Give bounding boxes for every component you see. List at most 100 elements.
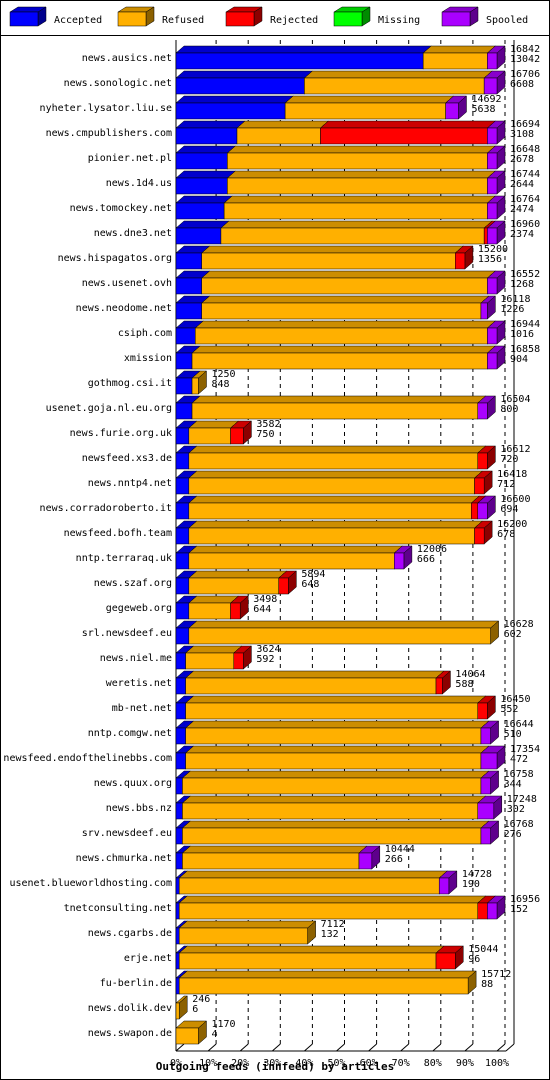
- bar-top-face: [184, 670, 445, 679]
- bar-segment: [175, 777, 183, 795]
- accepted-label: 552: [500, 704, 518, 715]
- accepted-label: 88: [481, 979, 493, 990]
- bar-segment: [175, 1002, 180, 1020]
- bar-segment: [175, 927, 180, 945]
- x-tick-label: 20%: [231, 1058, 249, 1069]
- bar-top-face: [178, 870, 448, 879]
- bar-segment: [227, 177, 488, 195]
- y-tick-label: mb-net.net: [112, 703, 172, 714]
- bar-segment: [487, 327, 498, 345]
- legend-label: Missing: [378, 15, 420, 26]
- y-tick-label: news.usenet.ovh: [82, 278, 172, 289]
- y-tick-label: news.furie.org.uk: [70, 428, 172, 439]
- bar-segment: [435, 677, 443, 695]
- bar-segment: [175, 302, 202, 320]
- accepted-label: 344: [504, 779, 522, 790]
- total-label: 246: [192, 994, 210, 1005]
- bar-segment: [188, 552, 395, 570]
- y-tick-label: weretis.net: [106, 678, 172, 689]
- total-label: 16858: [510, 344, 540, 355]
- total-label: 14692: [471, 94, 501, 105]
- bar-top-face: [201, 270, 497, 279]
- bar-segment: [487, 352, 498, 370]
- bar-top-face: [184, 645, 243, 654]
- bar-segment: [236, 127, 321, 145]
- y-tick-label: news.ausics.net: [82, 53, 172, 64]
- bar-top-face: [178, 895, 487, 904]
- bar-segment: [175, 452, 190, 470]
- x-tick-label: 90%: [456, 1058, 474, 1069]
- y-tick-label: usenet.blueworldhosting.com: [9, 878, 172, 889]
- bar-segment: [182, 827, 482, 845]
- total-label: 16450: [500, 694, 530, 705]
- bar-segment: [182, 777, 482, 795]
- bar-segment: [178, 877, 440, 895]
- accepted-label: 800: [500, 404, 518, 415]
- bar-top-face: [226, 145, 497, 154]
- bar-top-face: [188, 445, 487, 454]
- bar-segment: [175, 552, 190, 570]
- x-tick-label: 50%: [327, 1058, 345, 1069]
- y-tick-label: news.niel.me: [100, 653, 172, 664]
- bar-top-face: [188, 595, 240, 604]
- x-tick-label: 60%: [360, 1058, 378, 1069]
- bar-segment: [175, 752, 186, 770]
- bar-segment: [175, 602, 190, 620]
- bar-segment: [320, 127, 488, 145]
- bar-segment: [477, 452, 488, 470]
- bar-top-face: [181, 795, 487, 804]
- bar-segment: [175, 477, 190, 495]
- bar-top-face: [175, 95, 294, 104]
- y-tick-label: nntp.terraraq.uk: [76, 553, 172, 564]
- bar-segment: [304, 77, 485, 95]
- total-label: 16418: [497, 469, 527, 480]
- y-tick-label: pionier.net.pl: [88, 153, 172, 164]
- bar-top-face: [178, 920, 317, 929]
- total-label: 16648: [510, 144, 540, 155]
- bar-segment: [175, 152, 228, 170]
- accepted-label: 302: [507, 804, 525, 815]
- accepted-label: 2374: [510, 229, 534, 240]
- total-label: 16644: [504, 719, 534, 730]
- y-tick-label: news.tomockey.net: [70, 203, 172, 214]
- x-tick-label: 100%: [485, 1058, 509, 1069]
- bar-segment: [233, 652, 244, 670]
- total-label: 16758: [504, 769, 534, 780]
- y-tick-label: news.swapon.de: [88, 1028, 172, 1039]
- bar-segment: [477, 402, 488, 420]
- bar-segment: [220, 227, 485, 245]
- legend-swatch: [9, 11, 39, 27]
- bar-top-face: [175, 195, 233, 204]
- bar-segment: [483, 77, 498, 95]
- bar-segment: [175, 252, 202, 270]
- accepted-label: 96: [468, 954, 480, 965]
- accepted-label: 904: [510, 354, 528, 365]
- accepted-label: 190: [462, 879, 480, 890]
- bar-segment: [480, 302, 488, 320]
- total-label: 16764: [510, 194, 540, 205]
- bar-segment: [191, 377, 199, 395]
- bar-segment: [175, 977, 180, 995]
- total-label: 3498: [253, 594, 277, 605]
- bar-segment: [480, 752, 498, 770]
- bar-segment: [474, 477, 485, 495]
- total-label: 16694: [510, 119, 540, 130]
- total-label: 15200: [478, 244, 508, 255]
- bar-segment: [175, 627, 190, 645]
- bar-top-face: [181, 845, 368, 854]
- legend-label: Accepted: [54, 15, 102, 26]
- accepted-label: 588: [455, 679, 473, 690]
- bar-segment: [178, 952, 437, 970]
- bar-segment: [480, 827, 491, 845]
- accepted-label: 592: [256, 654, 274, 665]
- accepted-label: 3108: [510, 129, 534, 140]
- bar-top-face: [181, 820, 490, 829]
- bar-segment: [487, 127, 498, 145]
- bar-segment: [175, 102, 286, 120]
- total-label: 16842: [510, 44, 540, 55]
- bar-segment: [223, 202, 488, 220]
- accepted-label: 276: [504, 829, 522, 840]
- accepted-label: 848: [211, 379, 229, 390]
- accepted-label: 152: [510, 904, 528, 915]
